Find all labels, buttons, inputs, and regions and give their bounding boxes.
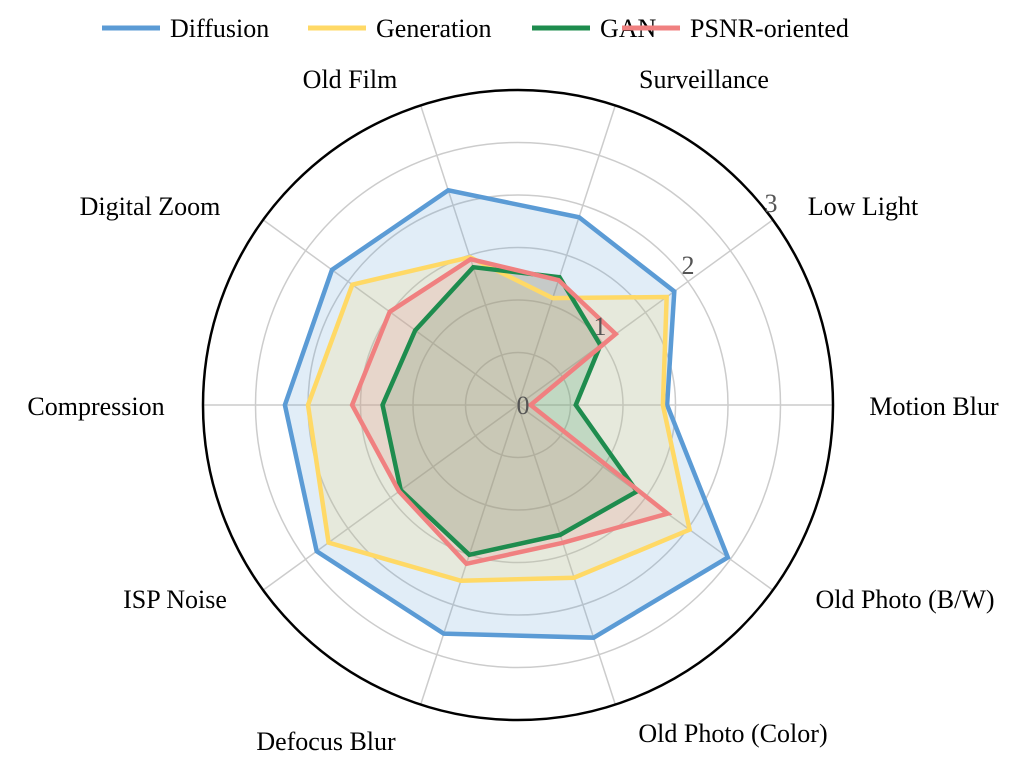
series-fill-gan bbox=[382, 267, 637, 555]
outer-ring bbox=[201, 88, 835, 722]
legend-label-psnr-oriented: PSNR-oriented bbox=[690, 14, 849, 43]
grid-spoke bbox=[262, 404, 519, 591]
legend: Diffusion Generation GAN PSNR-oriented bbox=[102, 14, 849, 43]
axis-label-old-film: Old Film bbox=[303, 65, 398, 94]
axis-label-motion-blur: Motion Blur bbox=[869, 392, 999, 421]
rtick-label: 2 bbox=[682, 251, 695, 280]
rtick-label: 1 bbox=[594, 312, 607, 341]
grid-spoke bbox=[517, 404, 617, 705]
series-fill-psnr-oriented bbox=[352, 259, 668, 564]
grid-spoke bbox=[517, 219, 774, 406]
radial-tick-labels: 0 1 2 3 bbox=[517, 189, 778, 420]
series-line-diffusion bbox=[282, 187, 731, 640]
legend-label-generation: Generation bbox=[376, 14, 492, 43]
rtick-label: 0 bbox=[517, 391, 530, 420]
grid-spoke bbox=[517, 105, 617, 406]
series-layer bbox=[282, 187, 731, 640]
axis-label-surveillance: Surveillance bbox=[639, 65, 769, 94]
series-line-gan bbox=[380, 264, 641, 558]
series-line-generation bbox=[305, 254, 693, 584]
axis-label-digital-zoom: Digital Zoom bbox=[80, 192, 221, 221]
category-labels: Motion Blur Low Light Surveillance Old F… bbox=[27, 65, 999, 756]
axis-label-isp-noise: ISP Noise bbox=[123, 585, 227, 614]
axis-label-old-photo-color: Old Photo (Color) bbox=[638, 719, 827, 748]
axis-label-old-photo-bw: Old Photo (B/W) bbox=[815, 585, 994, 614]
rtick-label: 3 bbox=[765, 189, 778, 218]
axis-label-compression: Compression bbox=[27, 392, 164, 421]
axis-label-defocus-blur: Defocus Blur bbox=[256, 727, 396, 756]
legend-label-diffusion: Diffusion bbox=[170, 14, 269, 43]
series-line-psnr-oriented bbox=[349, 256, 673, 567]
axis-label-low-light: Low Light bbox=[808, 192, 919, 221]
